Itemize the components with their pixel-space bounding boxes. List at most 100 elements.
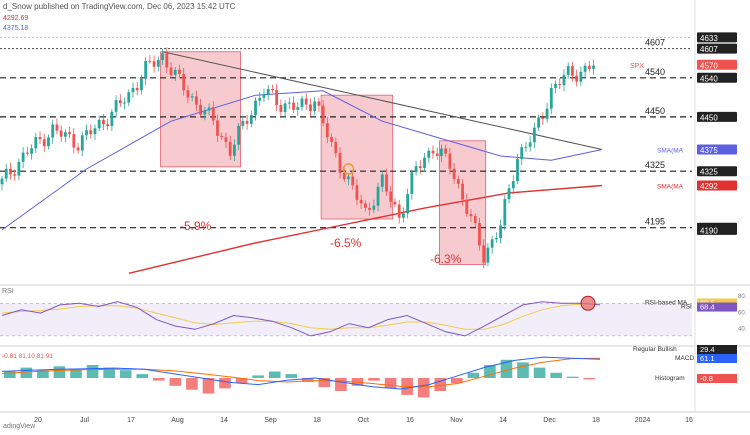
macd-histogram-bar-11 xyxy=(186,378,198,390)
price-tag-4540: 4540 xyxy=(700,74,718,83)
macd-histogram-bar-23 xyxy=(384,378,397,389)
macd-histogram-bar-8 xyxy=(136,374,149,378)
rsi-tag-bg-1 xyxy=(697,302,737,312)
candle-body xyxy=(241,120,245,126)
candle-19 xyxy=(80,131,84,157)
candle-56 xyxy=(237,123,241,151)
candle-107 xyxy=(452,163,456,184)
candle-body xyxy=(372,205,376,210)
candle-body xyxy=(342,172,346,180)
macd-histogram-bar-13 xyxy=(219,378,231,389)
candle-body xyxy=(456,179,460,184)
candle-body xyxy=(575,75,579,82)
candle-30 xyxy=(127,89,131,107)
candle-98 xyxy=(414,161,418,176)
candle-body xyxy=(389,191,393,202)
candle-54 xyxy=(228,135,232,161)
candle-body xyxy=(473,216,477,223)
candle-23 xyxy=(97,115,101,132)
price-tag-4190: 4190 xyxy=(700,226,718,235)
candle-body xyxy=(59,130,63,137)
candle-body xyxy=(368,207,372,210)
candle-5 xyxy=(21,146,25,168)
macd-histogram-bar-16 xyxy=(268,371,281,378)
candle-body xyxy=(34,137,38,149)
candle-43 xyxy=(182,68,186,96)
candle-7 xyxy=(30,144,33,160)
candle-52 xyxy=(220,132,224,140)
candle-114 xyxy=(482,239,486,269)
candle-body xyxy=(161,53,164,60)
candle-body xyxy=(258,97,262,101)
candle-body xyxy=(127,92,131,103)
candle-body xyxy=(528,142,532,147)
price-tag-4450: 4450 xyxy=(700,113,718,122)
candle-124 xyxy=(524,141,528,152)
candle-62 xyxy=(262,88,266,103)
candle-38 xyxy=(161,48,164,65)
candle-body xyxy=(499,225,502,238)
candle-body xyxy=(4,168,8,179)
candle-138 xyxy=(583,62,587,78)
candle-body xyxy=(435,153,439,157)
level-label-4325: 4325 xyxy=(645,160,665,170)
price-tag-4292: 4292 xyxy=(700,182,718,191)
rsi-tick-2: 40. xyxy=(738,327,747,333)
macd-histogram-bar-6 xyxy=(103,367,115,378)
x-tick-3: Aug xyxy=(171,417,184,424)
candle-64 xyxy=(271,84,274,93)
candle-body xyxy=(532,127,536,143)
candle-117 xyxy=(494,232,498,243)
macd-histogram-bar-19 xyxy=(318,378,331,388)
candle-100 xyxy=(423,152,426,172)
candle-body xyxy=(275,90,279,106)
price-tag-4607: 4607 xyxy=(700,45,718,54)
candle-body xyxy=(397,204,401,218)
candle-body xyxy=(13,174,17,176)
candle-body xyxy=(140,78,143,91)
candle-130 xyxy=(549,83,553,115)
candle-body xyxy=(321,105,325,124)
price-tag-bg-5 xyxy=(697,144,737,155)
candle-body xyxy=(237,125,241,145)
macd-histogram-bar-29 xyxy=(484,365,496,378)
candle-body xyxy=(465,199,469,215)
candle-73 xyxy=(309,98,312,117)
candle-body xyxy=(393,201,397,205)
x-tick-8: 16 xyxy=(406,417,414,424)
candle-60 xyxy=(254,97,257,121)
candle-body xyxy=(537,117,541,128)
macd-histogram-bar-12 xyxy=(202,378,215,394)
candle-body xyxy=(114,100,118,112)
x-tick-11: Dec xyxy=(543,417,556,424)
candle-body xyxy=(444,148,448,154)
x-tick-13: 2024 xyxy=(635,417,651,424)
candle-113 xyxy=(478,217,481,251)
candle-body xyxy=(511,181,515,189)
sma-200-tag-label: SMA(MA xyxy=(657,184,684,191)
candle-84 xyxy=(355,179,359,206)
candle-108 xyxy=(456,175,460,189)
rsi-tag-2: 29.4 xyxy=(700,345,715,354)
macd-signal-line xyxy=(1,357,601,388)
candle-79 xyxy=(334,137,338,158)
candle-body xyxy=(309,104,312,112)
candle-body xyxy=(148,60,152,62)
candle-body xyxy=(554,84,557,88)
candle-body xyxy=(169,67,173,76)
x-tick-10: 14 xyxy=(499,417,507,424)
level-label-4540: 4540 xyxy=(645,67,665,77)
candle-50 xyxy=(211,101,215,126)
candle-112 xyxy=(473,213,477,228)
candle-44 xyxy=(186,85,190,103)
candle-body xyxy=(173,69,177,76)
price-tag-bg-0 xyxy=(697,32,737,43)
candle-83 xyxy=(351,171,355,190)
candle-body xyxy=(207,107,211,111)
macd-label-1: Histogram xyxy=(655,375,685,382)
candle-body xyxy=(583,65,587,72)
candle-135 xyxy=(571,61,574,82)
candle-59 xyxy=(249,110,253,128)
rsi-overbought-marker xyxy=(580,295,596,311)
price-tag-4325: 4325 xyxy=(700,168,718,177)
